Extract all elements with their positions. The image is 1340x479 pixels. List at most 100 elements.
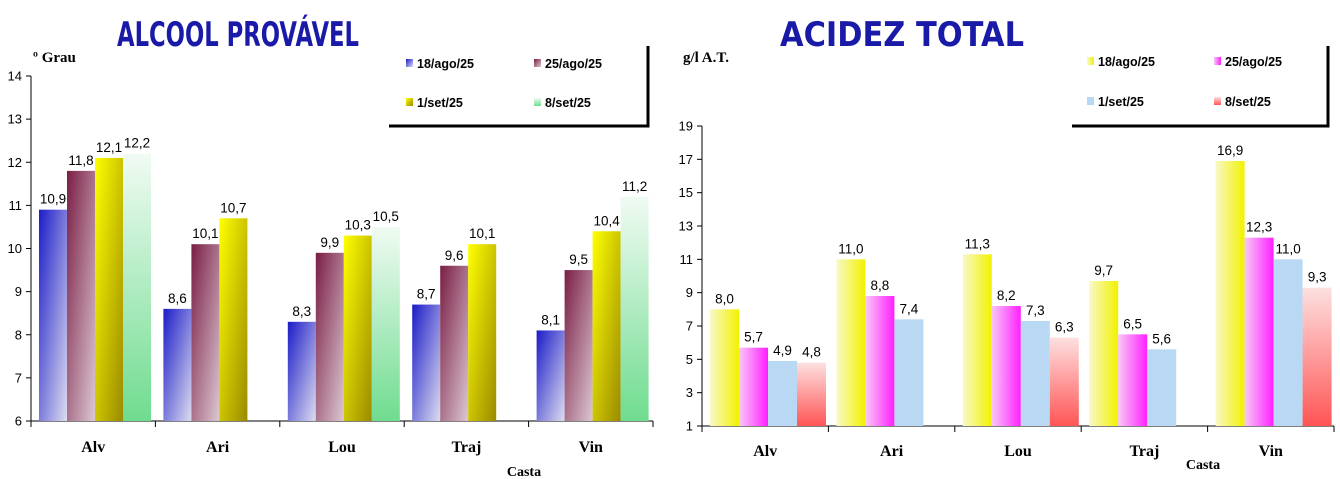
bar <box>1118 334 1148 426</box>
x-tick-label: Alv <box>81 439 105 456</box>
y-axis-label: º Grau <box>33 50 76 66</box>
x-tick-label: Alv <box>753 443 777 460</box>
data-label: 6,5 <box>1123 316 1142 331</box>
chart-title: ACIDEZ TOTAL <box>780 15 1024 55</box>
bar <box>67 170 95 421</box>
data-label: 9,5 <box>569 252 588 267</box>
bar <box>894 319 924 426</box>
bar <box>412 304 441 421</box>
x-tick-label: Vin <box>1259 443 1283 460</box>
data-label: 8,8 <box>871 278 890 293</box>
y-tick-label: 5 <box>686 352 693 367</box>
x-axis-label: Casta <box>507 465 541 479</box>
data-label: 8,7 <box>417 287 436 302</box>
data-label: 10,3 <box>345 218 371 233</box>
bar <box>343 235 372 421</box>
legend-swatch <box>534 59 541 67</box>
y-tick-label: 3 <box>686 385 693 400</box>
bar <box>1244 237 1274 426</box>
bar <box>1273 259 1303 426</box>
bar <box>287 321 316 421</box>
data-label: 11,0 <box>838 241 863 256</box>
chart-title: ALCOOL PROVÁVEL <box>117 14 359 55</box>
legend-border <box>389 46 650 128</box>
data-label: 16,9 <box>1217 143 1243 158</box>
data-label: 11,8 <box>68 153 93 168</box>
data-label: 12,1 <box>96 140 122 155</box>
legend-label: 1/set/25 <box>1098 95 1144 109</box>
bar <box>1147 349 1177 426</box>
legend-label: 8/set/25 <box>1225 95 1271 109</box>
bar <box>39 209 67 421</box>
bar <box>191 244 220 421</box>
legend-swatch <box>1087 57 1094 65</box>
y-tick-label: 13 <box>679 219 693 234</box>
legend-border <box>1072 46 1330 128</box>
x-tick-label: Traj <box>1129 443 1159 460</box>
y-tick-label: 15 <box>679 185 693 200</box>
y-tick-label: 9 <box>686 285 693 300</box>
bar <box>962 254 992 426</box>
legend-label: 18/ago/25 <box>417 57 474 71</box>
data-label: 10,1 <box>469 226 495 241</box>
legend-label: 25/ago/25 <box>545 57 602 71</box>
data-label: 8,3 <box>292 304 311 319</box>
bar <box>1049 337 1079 426</box>
legend: 18/ago/25 25/ago/25 1/set/25 8/set/25 <box>389 46 650 128</box>
y-tick-label: 10 <box>8 241 22 256</box>
data-label: 8,1 <box>541 312 560 327</box>
x-tick-label: Lou <box>328 439 356 456</box>
bar <box>865 296 895 426</box>
bar <box>1215 161 1245 426</box>
bar <box>739 347 768 426</box>
y-tick-label: 13 <box>8 112 22 127</box>
legend-swatch <box>1087 97 1094 105</box>
bar <box>468 244 497 421</box>
data-label: 9,9 <box>320 235 339 250</box>
bar <box>564 270 593 421</box>
data-label: 10,5 <box>373 209 399 224</box>
data-label: 5,7 <box>744 330 763 345</box>
y-tick-label: 1 <box>686 419 693 434</box>
y-tick-label: 9 <box>15 284 22 299</box>
legend-swatch <box>406 59 413 67</box>
data-label: 11,3 <box>965 236 990 251</box>
bar <box>710 309 739 426</box>
legend-swatch <box>1214 97 1221 105</box>
y-tick-label: 8 <box>15 327 22 342</box>
y-tick-label: 11 <box>9 198 23 213</box>
bar <box>371 226 400 421</box>
data-label: 8,6 <box>168 291 187 306</box>
y-tick-label: 14 <box>8 69 22 84</box>
y-tick-label: 7 <box>15 370 22 385</box>
data-label: 6,3 <box>1055 320 1074 335</box>
y-tick-label: 17 <box>679 152 693 167</box>
data-label: 5,6 <box>1152 331 1171 346</box>
x-tick-label: Lou <box>1004 443 1032 460</box>
data-label: 8,0 <box>715 291 734 306</box>
y-axis-label: g/l A.T. <box>683 50 729 66</box>
data-label: 12,3 <box>1246 220 1272 235</box>
y-tick-label: 6 <box>15 414 22 429</box>
data-label: 10,4 <box>593 213 620 228</box>
bar <box>163 308 192 421</box>
bar <box>1089 281 1119 426</box>
data-label: 10,7 <box>220 200 246 215</box>
legend-label: 18/ago/25 <box>1098 55 1155 69</box>
data-label: 4,8 <box>802 345 821 360</box>
bar <box>620 196 649 421</box>
data-label: 11,2 <box>622 179 647 194</box>
legend-swatch <box>406 98 413 106</box>
legend-swatch <box>1214 57 1221 65</box>
legend-label: 8/set/25 <box>545 96 591 110</box>
bar <box>219 218 248 421</box>
legend-label: 1/set/25 <box>417 96 463 110</box>
data-label: 9,3 <box>1308 270 1327 285</box>
chart-alcool: ALCOOL PROVÁVEL º Grau Casta 6 7 8 9 10 11 12 1… <box>8 14 654 479</box>
bar <box>1302 287 1332 426</box>
bar <box>768 361 797 426</box>
data-label: 11,0 <box>1275 241 1300 256</box>
x-tick-label: Traj <box>451 439 481 456</box>
